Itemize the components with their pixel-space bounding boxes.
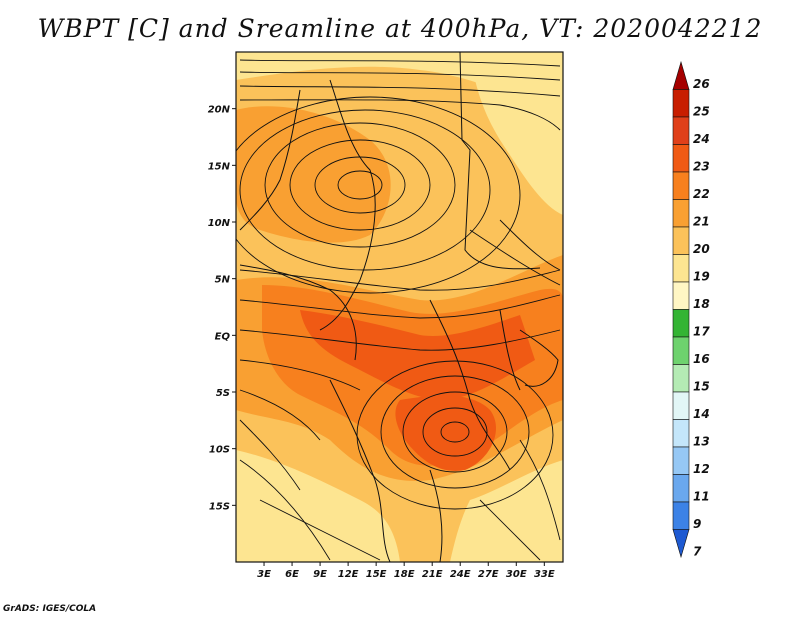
colorbar-swatch	[672, 116, 690, 145]
colorbar-label: 23	[693, 160, 710, 174]
colorbar-label: 13	[693, 435, 710, 449]
colorbar-swatch	[672, 446, 690, 475]
colorbar-label: 16	[693, 352, 710, 366]
lon-tick-label: 15E	[366, 569, 387, 580]
lat-tick-label: 20N	[208, 105, 231, 116]
colorbar-label: 12	[693, 462, 710, 476]
lon-tick-label: 30E	[506, 569, 527, 580]
colorbar-label: 18	[693, 297, 710, 311]
colorbar-swatch	[672, 171, 690, 200]
lat-tick-label: 15S	[209, 501, 230, 512]
lon-tick-label: 18E	[394, 569, 415, 580]
colorbar-swatch	[672, 254, 690, 283]
lon-tick-label: 12E	[338, 569, 359, 580]
longitude-axis: 3E 6E 9E 12E 15E 18E 21E 24E 27E 30E 33E	[257, 562, 555, 580]
colorbar-label: 26	[693, 77, 710, 91]
colorbar-label: 25	[693, 105, 710, 119]
colorbar-label: 24	[693, 132, 710, 146]
colorbar-swatch	[672, 364, 690, 393]
credit-text: GrADS: IGES/COLA	[3, 604, 97, 614]
lon-tick-label: 24E	[450, 569, 471, 580]
lat-tick-label: 10N	[208, 218, 231, 229]
colorbar-label: 22	[693, 187, 710, 201]
colorbar-swatch	[672, 60, 690, 90]
lat-tick-label: EQ	[215, 331, 231, 342]
country-borders	[239, 52, 559, 562]
lon-tick-label: 33E	[534, 569, 555, 580]
lat-tick-label: 5N	[215, 275, 231, 286]
lon-tick-label: 21E	[422, 569, 443, 580]
colorbar-label: 7	[693, 545, 702, 559]
colorbar-swatch	[672, 501, 690, 530]
colorbar-label: 11	[693, 490, 710, 504]
colorbar-swatch	[672, 529, 690, 559]
colorbar-label: 20	[693, 242, 710, 256]
latitude-axis: 20N 15N 10N 5N EQ 5S 10S 15S	[208, 105, 236, 512]
colorbar-swatch	[672, 419, 690, 448]
colorbar-swatch	[672, 474, 690, 503]
colorbar-label: 14	[693, 407, 710, 421]
colorbar-swatch	[672, 226, 690, 255]
map-title: WBPT [C] and Sreamline at 400hPa, VT: 20…	[37, 14, 763, 43]
colorbar-label: 15	[693, 380, 710, 394]
colorbar-label: 21	[693, 215, 710, 229]
colorbar-swatch	[672, 144, 690, 173]
colorbar-label: 17	[693, 325, 710, 339]
colorbar-swatch	[672, 281, 690, 310]
lat-tick-label: 15N	[208, 161, 231, 172]
colorbar-swatch	[672, 89, 690, 118]
colorbar-label: 9	[693, 517, 701, 531]
colorbar: 26 25 24 23 22 21 20 19 18 17 16 15 14 13 12 11 9 7	[672, 60, 710, 559]
colorbar-label: 19	[693, 270, 710, 284]
lat-tick-label: 10S	[209, 445, 230, 456]
lon-tick-label: 3E	[257, 569, 271, 580]
colorbar-swatch	[672, 199, 690, 228]
colorbar-swatch	[672, 391, 690, 420]
lon-tick-label: 9E	[313, 569, 327, 580]
lon-tick-label: 27E	[478, 569, 499, 580]
colorbar-swatch	[672, 309, 690, 338]
colorbar-swatch	[672, 336, 690, 365]
plot-frame	[235, 51, 564, 563]
lon-tick-label: 6E	[285, 569, 299, 580]
lat-tick-label: 5S	[216, 388, 230, 399]
